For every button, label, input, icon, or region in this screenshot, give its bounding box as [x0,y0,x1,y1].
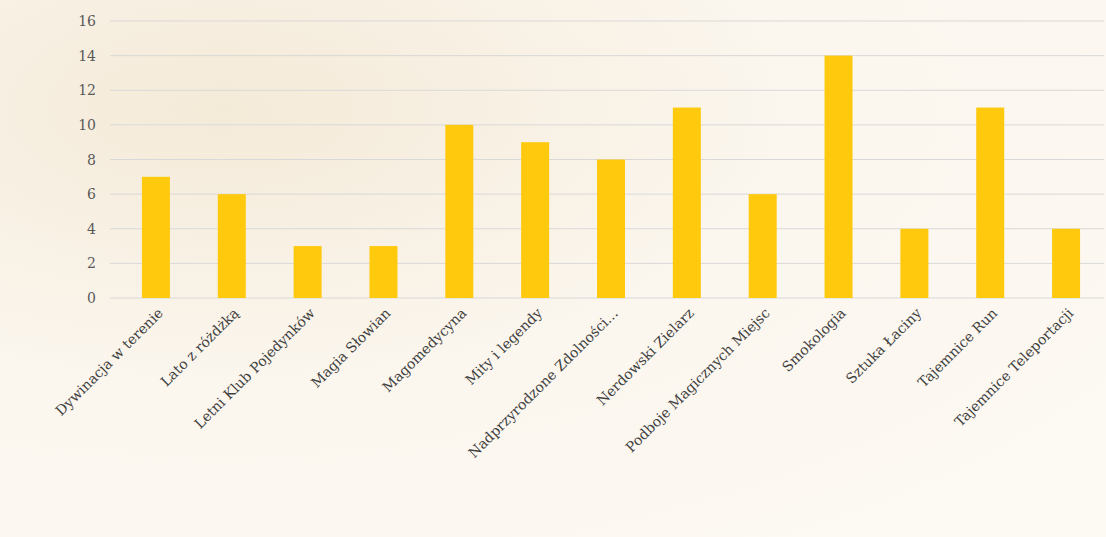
grid-line [110,90,1104,91]
grid-line [110,55,1104,56]
y-tick-label: 12 [78,82,96,98]
y-tick-label: 2 [87,255,96,271]
bar [369,246,397,298]
x-tick-label: Lato z różdżką [157,305,242,390]
x-tick-label: Sztuka Łaciny [843,305,925,387]
y-tick-label: 6 [87,186,96,202]
y-tick-label: 4 [87,221,96,237]
x-tick-label: Podboje Magicznych Miejsc [622,305,773,456]
x-tick-label: Dywinacja w terenie [52,305,166,419]
grid-line [110,21,1104,22]
bar [900,229,928,298]
x-tick-label: Magomedycyna [379,305,469,395]
bars [142,56,1080,298]
y-tick-label: 16 [78,13,96,29]
x-tick-label: Mity i legendy [462,305,545,388]
x-tick-label: Tajemnice Teleportacji [951,304,1076,429]
bar [976,108,1004,298]
bar [294,246,322,298]
y-tick-label: 14 [78,48,96,64]
y-tick-label: 8 [87,152,96,168]
x-tick-label: Tajemnice Run [915,305,1001,391]
chart: 0 2 4 6 8 10 12 14 16 Dywinacja w terenieLato z r… [0,0,1106,537]
bar [521,142,549,298]
bar [445,125,473,298]
grid-line [110,124,1104,125]
bar [1052,229,1080,298]
x-tick-label: Smokologia [779,305,849,375]
y-tick-label: 10 [78,117,96,133]
y-tick-label: 0 [87,290,96,306]
bar [218,194,246,298]
x-tick-label: Magia Słowian [308,305,394,391]
bar [749,194,777,298]
x-tick-label: Nadprzyrodzone Zdolności… [465,305,621,461]
bar [673,108,701,298]
bar [825,56,853,298]
bar [142,177,170,298]
bar [597,160,625,299]
x-tick-label: Letni Klub Pojedynków [191,305,318,432]
